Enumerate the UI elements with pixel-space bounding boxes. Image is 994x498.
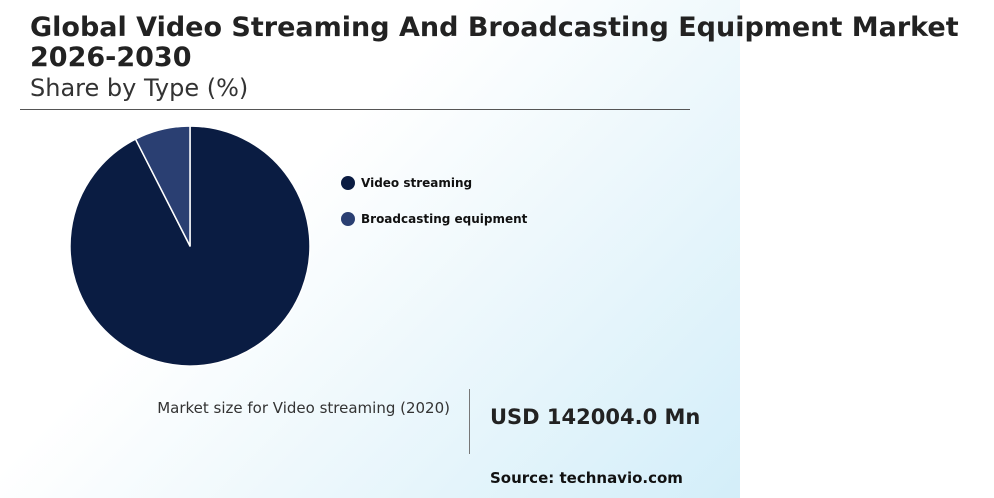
legend-label: Broadcasting equipment [361,212,528,226]
legend-label: Video streaming [361,176,473,190]
legend-marker [341,212,355,226]
summary-divider [469,389,470,454]
legend-item-broadcasting-equipment: Broadcasting equipment [341,209,527,229]
pie-slice-broadcasting-equipment [134,125,191,247]
pie-chart [69,125,311,367]
chart-subtitle: Share by Type (%) [30,74,249,102]
market-size-value: USD 142004.0 Mn [490,405,701,429]
legend-marker [341,176,355,190]
legend-item-video-streaming: Video streaming [341,173,527,193]
chart-title: Global Video Streaming And Broadcasting … [30,12,959,73]
legend: Video streaming Broadcasting equipment [341,173,527,245]
title-divider [20,109,690,110]
market-size-label: Market size for Video streaming (2020) [157,399,450,417]
source-credit: Source: technavio.com [490,469,683,487]
